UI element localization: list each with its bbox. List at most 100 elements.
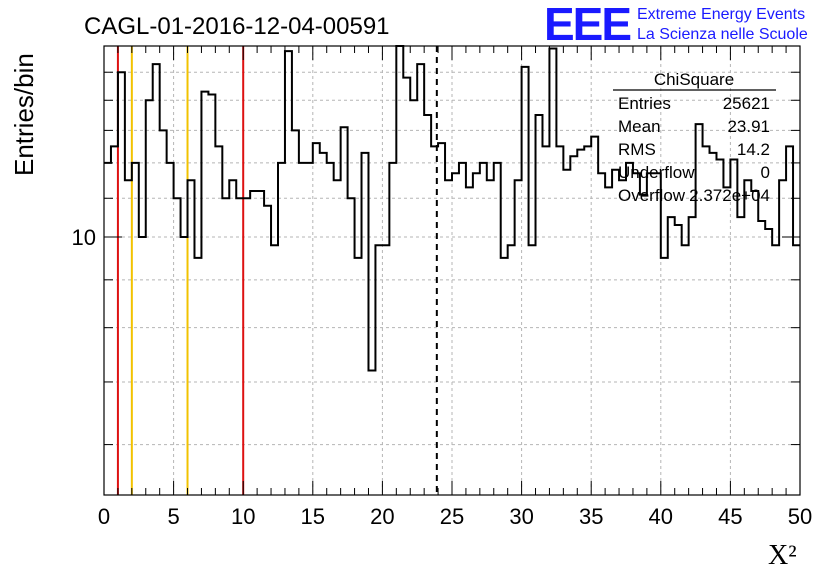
histogram-bin — [417, 64, 424, 495]
histogram-bin — [160, 130, 167, 495]
histogram-bin — [522, 67, 529, 495]
histogram-bin — [243, 198, 250, 495]
x-tick-label: 10 — [231, 504, 255, 529]
histogram-bin — [355, 258, 362, 495]
x-tick-label: 50 — [788, 504, 812, 529]
histogram-bin — [626, 163, 633, 495]
histogram-bin — [438, 143, 445, 495]
histogram-bin — [633, 173, 640, 495]
histogram-series — [104, 45, 800, 495]
histogram-bin — [167, 163, 174, 495]
histogram-bin — [327, 163, 334, 495]
histogram-bin — [341, 127, 348, 495]
logo-line-2: La Scienza nelle Scuole — [637, 26, 808, 43]
histogram-bin — [647, 173, 654, 495]
histogram-bin — [758, 221, 765, 495]
stats-label: Entries — [618, 94, 671, 113]
histogram-bin — [598, 173, 605, 495]
histogram-bin — [208, 94, 215, 495]
histogram-bin — [577, 150, 584, 495]
histogram-bin — [529, 245, 536, 495]
histogram-bin — [236, 198, 243, 495]
x-tick-labels: 0 5 10 15 20 25 30 35 40 45 50 — [98, 504, 812, 529]
x-tick-label: 20 — [370, 504, 394, 529]
histogram-bin — [605, 187, 612, 495]
stats-label: Mean — [618, 117, 661, 136]
histogram-bin — [542, 146, 549, 495]
histogram-bin — [549, 49, 556, 495]
histogram-bin — [215, 146, 222, 495]
histogram-bin — [306, 163, 313, 495]
histogram-bin — [473, 173, 480, 495]
histogram-bin — [201, 92, 208, 495]
histogram-bin — [278, 163, 285, 495]
histogram-bin — [668, 217, 675, 495]
x-tick-label: 30 — [509, 504, 533, 529]
histogram-bin — [188, 180, 195, 495]
histogram-bin — [689, 217, 696, 495]
histogram-bin — [584, 146, 591, 495]
histogram-bin — [334, 180, 341, 495]
histogram-bin — [299, 163, 306, 495]
histogram-bin — [375, 245, 382, 495]
stats-value: 25621 — [723, 94, 770, 113]
y-tick-labels: 10 — [72, 225, 96, 250]
x-tick-label: 40 — [649, 504, 673, 529]
histogram-bin — [139, 237, 146, 495]
histogram-bin — [682, 245, 689, 495]
logo-line-1: Extreme Energy Events — [637, 6, 805, 23]
histogram-bin — [661, 258, 668, 495]
histogram-bin — [765, 229, 772, 495]
histogram-bin — [501, 258, 508, 495]
stats-value: 2.372e+04 — [689, 186, 770, 205]
histogram-bin — [410, 100, 417, 495]
eee-logo-mark: EEE — [544, 0, 630, 50]
chart-title: CAGL-01-2016-12-04-00591 — [84, 13, 390, 40]
histogram-bin — [424, 115, 431, 495]
x-axis-label: X² — [768, 540, 797, 571]
histogram-bin — [619, 180, 626, 495]
histogram-bin — [104, 163, 111, 495]
histogram-bin — [368, 370, 375, 495]
histogram-bin — [779, 180, 786, 495]
histogram-bin — [257, 191, 264, 495]
histogram-bin — [174, 198, 181, 495]
histogram-bin — [445, 180, 452, 495]
x-tick-label: 25 — [440, 504, 464, 529]
histogram-bin — [737, 217, 744, 495]
stats-box: ChiSquare Entries 25621 Mean 23.91 RMS 14.2 Un… — [613, 70, 776, 205]
histogram-bin — [730, 160, 737, 495]
histogram-bin — [181, 237, 188, 495]
histogram-bin — [536, 115, 543, 495]
histogram-bin — [118, 72, 125, 495]
histogram-bin — [320, 153, 327, 495]
stats-rows: Entries 25621 Mean 23.91 RMS 14.2 Underflow 0 Ov… — [618, 94, 770, 205]
histogram-bin — [132, 163, 139, 495]
histogram-bin — [466, 187, 473, 495]
histogram-bin — [654, 173, 661, 495]
stats-value: 23.91 — [727, 117, 770, 136]
histogram-bin — [362, 153, 369, 495]
histogram-bin — [563, 170, 570, 495]
x-tick-label: 0 — [98, 504, 110, 529]
histogram-bin — [494, 163, 501, 495]
histogram-bin — [744, 180, 751, 495]
histogram-bin — [431, 146, 438, 495]
stats-label: RMS — [618, 140, 656, 159]
x-tick-label: 35 — [579, 504, 603, 529]
histogram-bin — [716, 160, 723, 495]
histogram-bin — [222, 198, 229, 495]
histogram-bin — [696, 124, 703, 495]
histogram-bin — [515, 180, 522, 495]
histogram-bin — [772, 245, 779, 495]
histogram-bin — [452, 173, 459, 495]
histogram-bin — [675, 225, 682, 495]
histogram-bin — [556, 146, 563, 495]
x-tick-label: 45 — [718, 504, 742, 529]
histogram-bin — [487, 180, 494, 495]
y-axis-label: Entries/bin — [9, 53, 39, 176]
histogram-bin — [751, 191, 758, 495]
histogram-bin — [591, 137, 598, 495]
stats-label: Overflow — [618, 186, 686, 205]
